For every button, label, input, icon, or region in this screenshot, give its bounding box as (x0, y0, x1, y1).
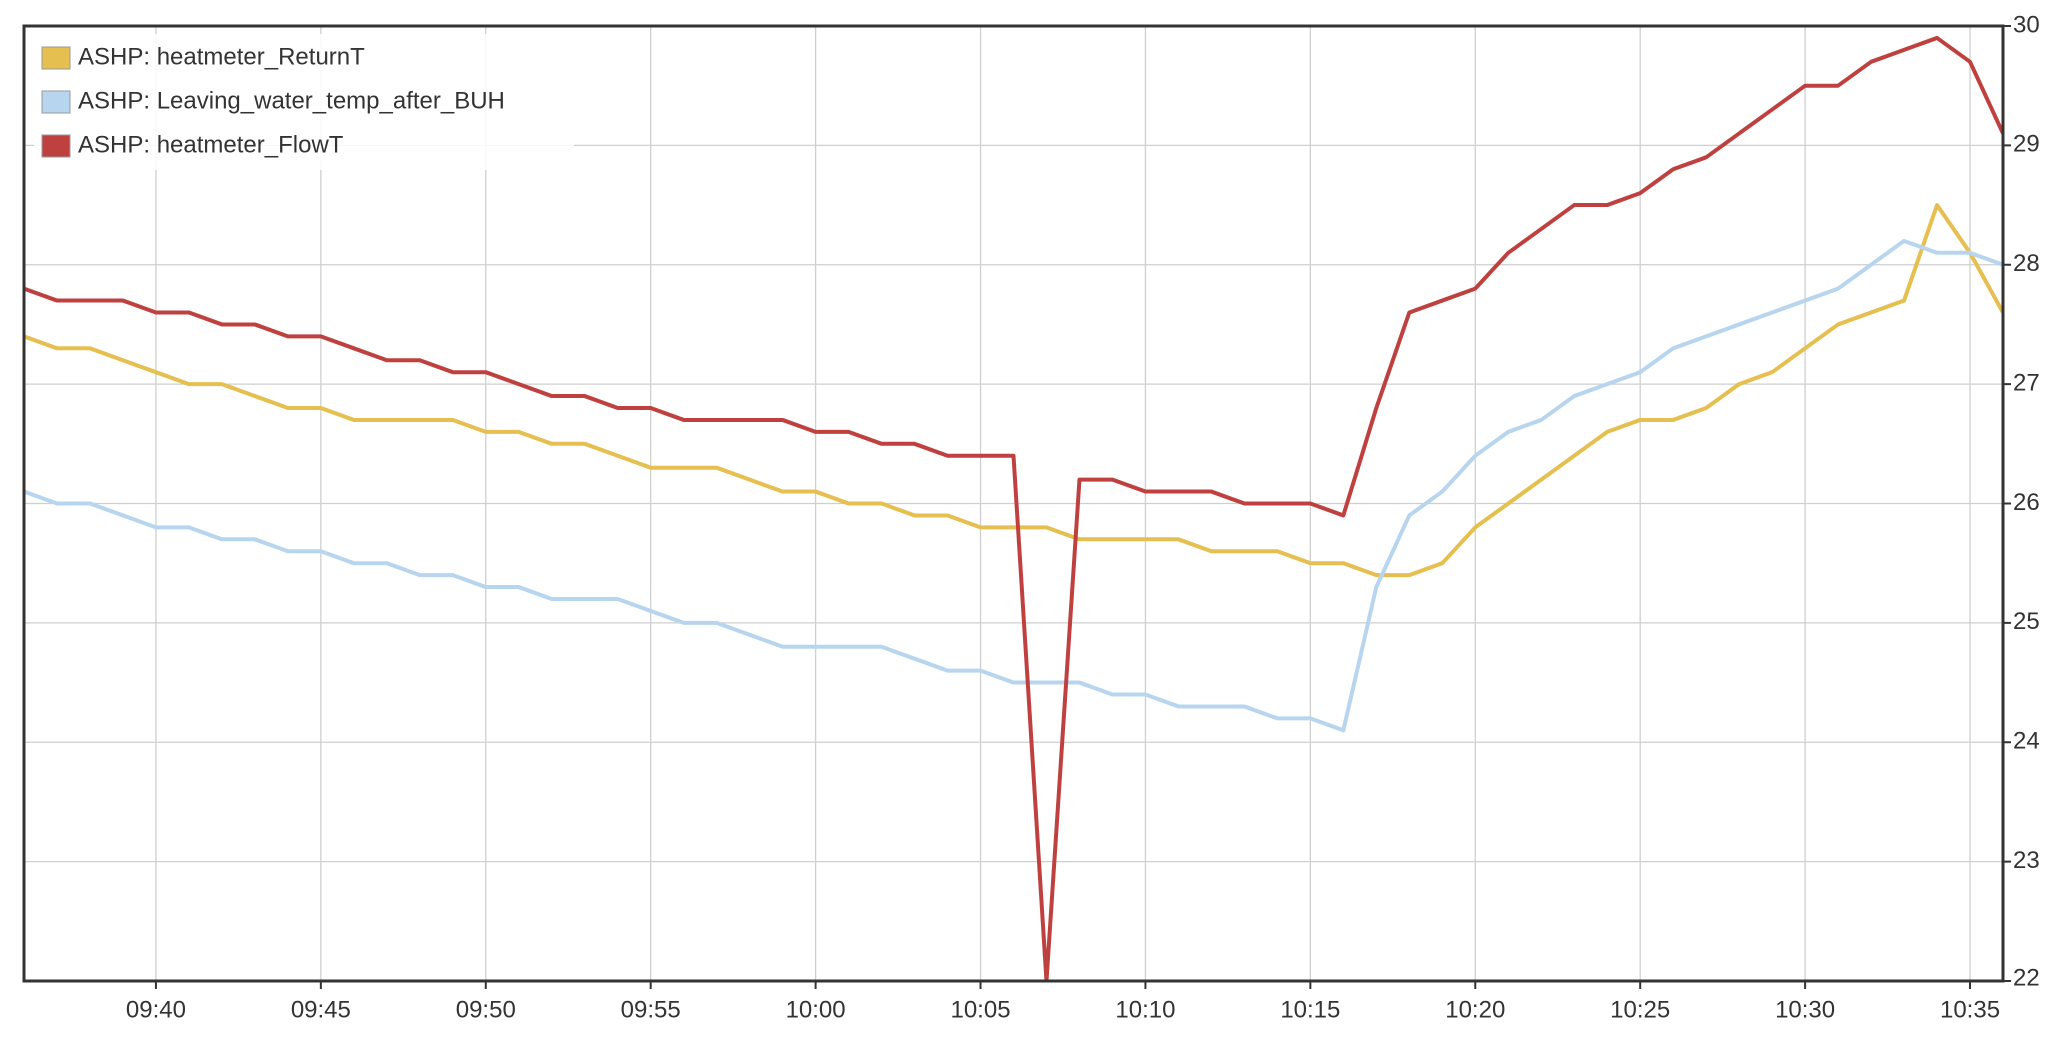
legend-label: ASHP: Leaving_water_temp_after_BUH (78, 87, 505, 114)
grid (24, 25, 2003, 982)
legend-background (34, 34, 574, 170)
lines (24, 35, 2003, 981)
x-tick-label: 10:30 (1775, 996, 1835, 1023)
x-tick-label: 09:45 (291, 996, 351, 1023)
x-tick-label: 09:55 (621, 996, 681, 1023)
x-tick-label: 10:25 (1610, 996, 1670, 1023)
legend-swatch (41, 134, 71, 158)
x-tick-label: 10:00 (786, 996, 846, 1023)
y-tick-label: 23 (2013, 847, 2040, 874)
legend-swatch (41, 46, 71, 70)
y-tick-label: 25 (2013, 608, 2040, 635)
y-tick-label: 26 (2013, 489, 2040, 516)
x-tick-label: 09:40 (126, 996, 186, 1023)
series-line (24, 238, 2003, 733)
legend: ASHP: heatmeter_ReturnT ASHP: Leaving_wat… (34, 34, 574, 170)
x-tick-label: 10:35 (1940, 996, 2000, 1023)
legend-swatch (41, 90, 71, 114)
x-tick-label: 10:15 (1280, 996, 1340, 1023)
y-tick-label: 22 (2013, 964, 2040, 991)
y-tick-label: 24 (2013, 728, 2040, 755)
y-tick-label: 27 (2013, 369, 2040, 396)
legend-label: ASHP: heatmeter_ReturnT (78, 43, 365, 70)
plot-frame (22, 24, 2005, 983)
x-tick-label: 09:50 (456, 996, 516, 1023)
y-tick-label: 28 (2013, 250, 2040, 277)
legend-label: ASHP: heatmeter_FlowT (78, 131, 344, 158)
series-line (24, 35, 2003, 981)
x-tick-label: 10:20 (1445, 996, 1505, 1023)
x-tick-label: 10:10 (1115, 996, 1175, 1023)
y-tick-label: 30 (2013, 11, 2040, 38)
x-tick-label: 10:05 (950, 996, 1010, 1023)
series-line (24, 203, 2003, 578)
y-tick-label: 29 (2013, 131, 2040, 158)
